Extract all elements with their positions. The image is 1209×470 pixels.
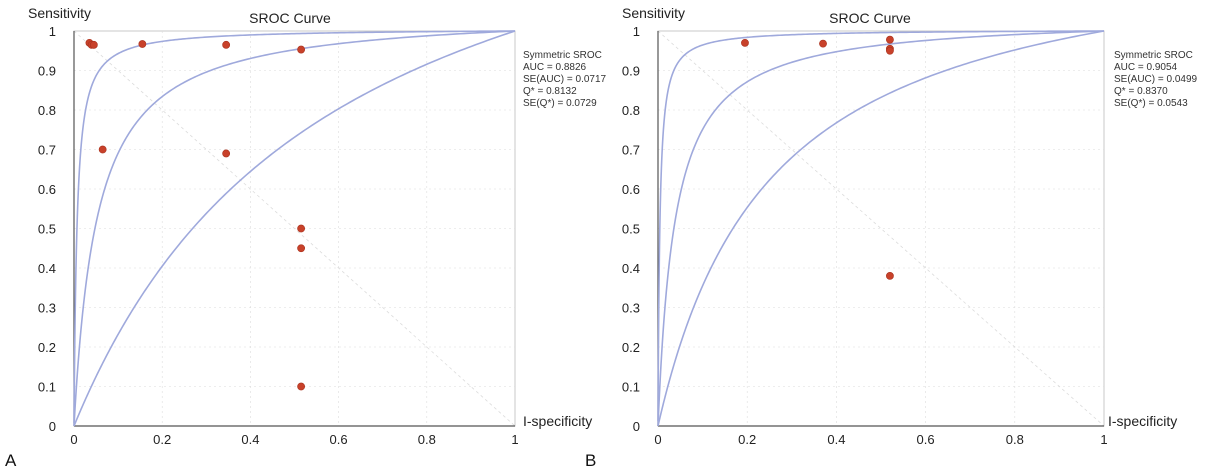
y-tick-label: 0.8	[622, 103, 640, 118]
diagonal-line	[73, 30, 516, 427]
y-tick-label: 0.1	[622, 380, 640, 395]
y-tick-label: 0.2	[622, 340, 640, 355]
y-tick-label: 0.3	[622, 301, 640, 316]
sroc-curve	[657, 30, 1105, 427]
y-tick-label: 0.4	[622, 261, 640, 276]
study-point	[886, 271, 894, 280]
x-tick-label: 0	[654, 432, 661, 447]
y-tick-label: 1	[633, 24, 640, 39]
x-tick-label: 0.8	[418, 432, 436, 447]
chart-title: SROC Curve	[249, 10, 331, 26]
y-tick-label: 0.1	[38, 380, 56, 395]
study-point	[819, 39, 827, 48]
study-point	[138, 40, 147, 48]
sroc-curve	[73, 30, 516, 427]
plot-area: 0 0.1 0.2 0.3 0.4 0.5 0.6 0.7 0.8 0.9 1 0 0.2 0.4 0.6 0…	[38, 24, 519, 447]
y-tick-label: 1	[49, 24, 56, 39]
x-tick-label: 0	[70, 432, 77, 447]
stats-line: AUC = 0.9054	[1114, 62, 1178, 73]
y-tick-label: 0.6	[38, 182, 56, 197]
sroc-curve	[73, 30, 516, 426]
stats-line: AUC = 0.8826	[523, 62, 587, 73]
stats-line: SE(AUC) = 0.0717	[523, 74, 607, 85]
y-tick-label: 0.7	[38, 143, 56, 158]
y-tick-label: 0.8	[38, 103, 56, 118]
y-tick-label: 0.9	[622, 64, 640, 79]
stats-box: Symmetric SROC AUC = 0.9054 SE(AUC) = 0.…	[1114, 50, 1198, 109]
stats-line: SE(Q*) = 0.0543	[1114, 98, 1188, 109]
y-tick-label: 0.2	[38, 340, 56, 355]
y-tick-label: 0.5	[38, 222, 56, 237]
stats-line: Q* = 0.8132	[523, 86, 577, 97]
x-tick-label: 1	[511, 432, 518, 447]
x-axis-label: I-specificity	[523, 413, 592, 429]
x-tick-label: 0.2	[153, 432, 171, 447]
stats-box: Symmetric SROC AUC = 0.8826 SE(AUC) = 0.…	[523, 50, 607, 109]
stats-line: SE(AUC) = 0.0499	[1114, 74, 1198, 85]
study-point	[98, 145, 107, 154]
study-point	[741, 38, 749, 47]
y-tick-label: 0.3	[38, 301, 56, 316]
study-point	[297, 45, 306, 54]
stats-line: Q* = 0.8370	[1114, 86, 1168, 97]
sroc-curve	[73, 30, 515, 424]
stats-line: Symmetric SROC	[1114, 50, 1193, 61]
y-tick-label: 0.5	[622, 222, 640, 237]
x-tick-label: 1	[1100, 432, 1107, 447]
y-axis-label: Sensitivity	[622, 5, 685, 21]
x-tick-label: 0.6	[330, 432, 348, 447]
y-axis-label: Sensitivity	[28, 5, 91, 21]
study-point	[222, 149, 231, 158]
study-point	[886, 46, 894, 55]
study-point	[297, 244, 306, 253]
study-point	[297, 224, 306, 233]
panel-letter: B	[585, 451, 596, 470]
y-tick-label: 0.9	[38, 64, 56, 79]
y-tick-label: 0	[633, 419, 640, 434]
study-point	[222, 40, 231, 49]
x-tick-label: 0.8	[1006, 432, 1024, 447]
x-tick-label: 0.4	[827, 432, 845, 447]
y-tick-label: 0.6	[622, 182, 640, 197]
sroc-curve	[657, 30, 1105, 426]
panel-letter: A	[5, 451, 17, 470]
x-tick-label: 0.2	[738, 432, 756, 447]
y-tick-label: 0	[49, 419, 56, 434]
study-point	[89, 40, 98, 49]
x-tick-label: 0.6	[917, 432, 935, 447]
y-tick-label: 0.7	[622, 143, 640, 158]
plot-area: 0 0.1 0.2 0.3 0.4 0.5 0.6 0.7 0.8 0.9 1 0 0.2 0.4 0.6 0…	[622, 24, 1108, 447]
panel-a: 0 0.1 0.2 0.3 0.4 0.5 0.6 0.7 0.8 0.9 1 0 0.2 0.4 0.6 0…	[5, 5, 607, 470]
sroc-curve	[657, 30, 1104, 422]
y-tick-label: 0.4	[38, 261, 56, 276]
stats-line: SE(Q*) = 0.0729	[523, 98, 597, 109]
x-tick-label: 0.4	[241, 432, 259, 447]
study-point	[886, 35, 894, 44]
study-point	[297, 382, 306, 391]
panel-b: 0 0.1 0.2 0.3 0.4 0.5 0.6 0.7 0.8 0.9 1 0 0.2 0.4 0.6 0…	[585, 5, 1198, 470]
stats-line: Symmetric SROC	[523, 50, 602, 61]
x-axis-label: I-specificity	[1108, 413, 1177, 429]
chart-title: SROC Curve	[829, 10, 911, 26]
